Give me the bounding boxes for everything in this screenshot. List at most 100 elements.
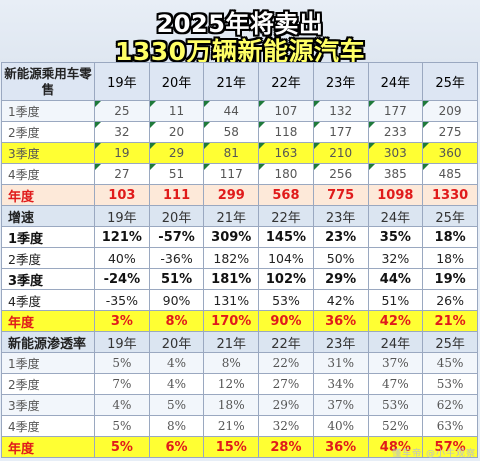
table-cell: 22% — [258, 352, 314, 374]
table-cell: 29 — [148, 142, 205, 164]
column-header: 23年 — [312, 205, 369, 227]
table-cell: 63% — [422, 415, 478, 437]
table-cell: 117 — [203, 163, 260, 185]
table-cell: 44 — [203, 100, 260, 122]
table-cell: 27 — [94, 163, 150, 185]
table-cell: 209 — [422, 100, 478, 122]
section-title: 新能源渗透率 — [1, 331, 95, 353]
table-cell: 170% — [203, 310, 260, 332]
column-header: 23年 — [312, 331, 369, 353]
section-title: 增速 — [1, 205, 95, 227]
row-label: 4季度 — [1, 289, 95, 311]
table-row: 4季度 5% 8% 21% 32% 40% 52% 63% — [1, 415, 478, 437]
column-header: 22年 — [258, 205, 314, 227]
table-cell: -35% — [94, 289, 150, 311]
table-cell: 31% — [312, 352, 369, 374]
table-cell: 42% — [367, 310, 424, 332]
table-cell: -57% — [148, 226, 205, 248]
column-header: 23年 — [312, 62, 369, 101]
column-header: 24年 — [367, 62, 424, 101]
table-cell: 131% — [203, 289, 260, 311]
table-cell: 102% — [258, 268, 314, 290]
table-row: 年度 103 111 299 568 775 1098 1330 — [1, 184, 478, 206]
table-cell: 485 — [422, 163, 478, 185]
table-cell: 4% — [148, 352, 205, 374]
table-cell: 81 — [203, 142, 260, 164]
table-cell: 48% — [367, 436, 424, 458]
table-cell: 385 — [367, 163, 424, 185]
table-cell: 5% — [94, 415, 150, 437]
table-cell: 23% — [312, 226, 369, 248]
table-cell: -36% — [148, 247, 205, 269]
table-cell: 51 — [148, 163, 205, 185]
row-label: 2季度 — [1, 121, 95, 143]
table-cell: 18% — [203, 394, 260, 416]
table-cell: 309% — [203, 226, 260, 248]
table-row: 2季度 32 20 58 118 177 233 275 — [1, 121, 478, 143]
table-cell: 4% — [148, 373, 205, 395]
table-row: 4季度 27 51 117 180 256 385 485 — [1, 163, 478, 185]
data-table: 新能源乘用车零售 19年 20年 21年 22年 23年 24年 25年 1季度 25 11 44 10… — [1, 62, 478, 458]
table-cell: 11 — [148, 100, 205, 122]
table-cell: 8% — [203, 352, 260, 374]
table-cell: 40% — [94, 247, 150, 269]
table-cell: 275 — [422, 121, 478, 143]
row-label: 1季度 — [1, 352, 95, 374]
table-cell: 34% — [312, 373, 369, 395]
row-label: 4季度 — [1, 415, 95, 437]
table-cell: 57% — [422, 436, 478, 458]
column-header: 20年 — [148, 331, 205, 353]
table-row: 2季度 7% 4% 12% 27% 34% 47% 53% — [1, 373, 478, 395]
table-cell: 29% — [312, 268, 369, 290]
column-header: 20年 — [148, 62, 205, 101]
column-header: 19年 — [94, 62, 150, 101]
watermark: 懂车帝 @小牛观察 — [392, 449, 476, 459]
table-cell: 25 — [94, 100, 150, 122]
table-cell: 35% — [367, 226, 424, 248]
table-cell: 111 — [148, 184, 205, 206]
table-cell: 32% — [258, 415, 314, 437]
column-header: 25年 — [422, 62, 478, 101]
column-header: 19年 — [94, 331, 150, 353]
table-cell: 90% — [258, 310, 314, 332]
table-cell: 1330 — [422, 184, 478, 206]
table-cell: 18% — [422, 247, 478, 269]
column-header: 21年 — [203, 205, 260, 227]
table-cell: 775 — [312, 184, 369, 206]
table-cell: 568 — [258, 184, 314, 206]
table-cell: 5% — [94, 352, 150, 374]
table-cell: 12% — [203, 373, 260, 395]
table-cell: 50% — [312, 247, 369, 269]
table-cell: 132 — [312, 100, 369, 122]
table-cell: 180 — [258, 163, 314, 185]
table-cell: 40% — [312, 415, 369, 437]
table-cell: 121% — [94, 226, 150, 248]
row-label: 1季度 — [1, 226, 95, 248]
table-cell: 19% — [422, 268, 478, 290]
table-row: 1季度 121% -57% 309% 145% 23% 35% 18% — [1, 226, 478, 248]
table-cell: 26% — [422, 289, 478, 311]
table-row: 3季度 -24% 51% 181% 102% 29% 44% 19% — [1, 268, 478, 290]
table-cell: 21% — [203, 415, 260, 437]
table-cell: 21% — [422, 310, 478, 332]
table-cell: 256 — [312, 163, 369, 185]
table-row: 年度 5% 6% 15% 28% 36% 48% 57% — [1, 436, 478, 458]
column-header: 24年 — [367, 331, 424, 353]
table-cell: 5% — [94, 436, 150, 458]
section-header-row: 新能源乘用车零售 19年 20年 21年 22年 23年 24年 25年 — [1, 62, 478, 101]
table-cell: 4% — [94, 394, 150, 416]
table-cell: 118 — [258, 121, 314, 143]
table-row: 3季度 4% 5% 18% 29% 37% 53% 62% — [1, 394, 478, 416]
row-label: 年度 — [1, 436, 95, 458]
table-cell: 90% — [148, 289, 205, 311]
column-header: 22年 — [258, 331, 314, 353]
table-cell: -24% — [94, 268, 150, 290]
table-cell: 18% — [422, 226, 478, 248]
table-cell: 37% — [312, 394, 369, 416]
table-cell: 8% — [148, 415, 205, 437]
table-cell: 6% — [148, 436, 205, 458]
column-header: 22年 — [258, 62, 314, 101]
table-cell: 44% — [367, 268, 424, 290]
table-cell: 103 — [94, 184, 150, 206]
